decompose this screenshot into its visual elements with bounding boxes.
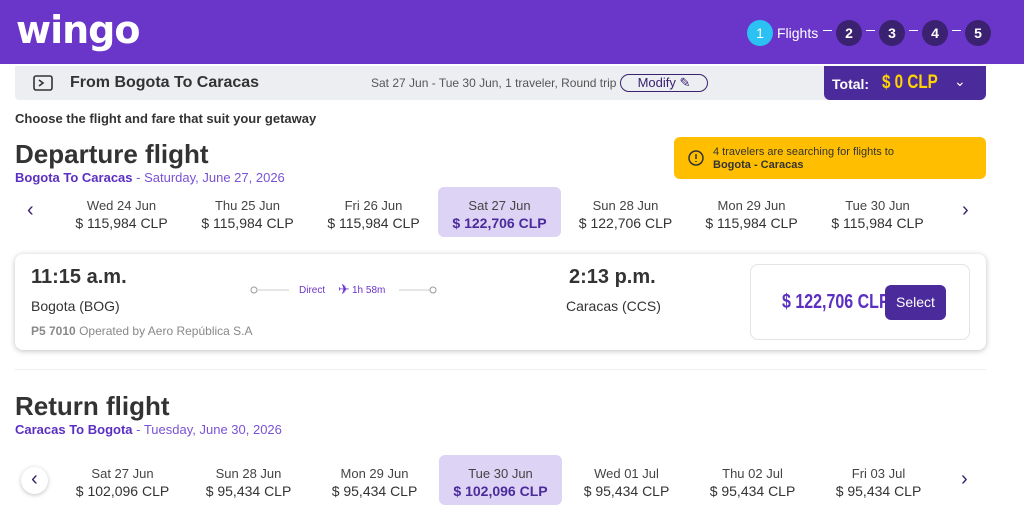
date-day: Thu 02 Jul [722,466,783,481]
date-option[interactable]: Thu 25 Jun $ 115,984 CLP [186,187,309,237]
date-price: $ 122,706 CLP [578,215,673,231]
date-day: Sat 27 Jun [91,466,154,481]
step-dash [909,30,918,31]
date-price: $ 95,434 CLP [835,483,922,499]
next-arrow[interactable]: › [961,468,968,490]
next-arrow[interactable]: › [962,199,969,221]
notice-text: 4 travelers are searching for flights to [713,146,894,158]
date-price: $ 115,984 CLP [831,215,924,231]
date-day: Mon 29 Jun [717,198,786,213]
operator: Operated by Aero República S.A [79,324,253,338]
date-price: $ 102,096 CLP [75,483,170,499]
total-label: Total: [832,76,870,92]
step-dash [952,30,961,31]
date-option[interactable]: Tue 30 Jun $ 115,984 CLP [816,187,939,237]
logo[interactable]: wingo [16,8,140,52]
total-value: $ 0 CLP [882,72,938,93]
date-day: Wed 24 Jun [86,198,157,213]
date-option[interactable]: Mon 29 Jun $ 115,984 CLP [690,187,813,237]
step[interactable]: 5 [965,20,991,46]
date-option[interactable]: Thu 02 Jul $ 95,434 CLP [691,455,814,505]
date-option[interactable]: Sat 27 Jun $ 102,096 CLP [61,455,184,505]
fare-box: $ 122,706 CLP Select [750,264,970,340]
date-option[interactable]: Fri 26 Jun $ 115,984 CLP [312,187,435,237]
divider [15,369,986,370]
modify-label[interactable]: Modify [637,75,676,90]
departure-route: Bogota To Caracas [15,170,133,185]
date-price: $ 115,984 CLP [327,215,420,231]
date-option[interactable]: Sat 27 Jun $ 122,706 CLP [438,187,561,237]
date-price: $ 115,984 CLP [201,215,294,231]
step[interactable]: 2 [836,20,862,46]
date-option[interactable]: Mon 29 Jun $ 95,434 CLP [313,455,436,505]
date-option[interactable]: Tue 30 Jun $ 102,096 CLP [439,455,562,505]
return-title: Return flight [15,391,170,421]
date-price: $ 102,096 CLP [453,483,548,499]
date-option[interactable]: Sun 28 Jun $ 122,706 CLP [564,187,687,237]
depart-time: 11:15 a.m. [31,266,127,288]
ticket-icon [33,75,53,91]
arrive-time: 2:13 p.m. [569,266,656,288]
departure-subtitle: Bogota To Caracas - Saturday, June 27, 2… [15,170,285,185]
origin: Bogota (BOG) [31,298,120,314]
flight-no: P5 7010 [31,324,76,338]
step-dash [823,30,832,31]
date-day: Wed 01 Jul [594,466,659,481]
notice-route: Bogota - Caracas [713,159,804,171]
date-price: $ 122,706 CLP [452,215,547,231]
date-day: Thu 25 Jun [214,198,281,213]
info-icon [688,150,704,166]
date-day: Tue 30 Jun [845,198,910,213]
date-price: $ 115,984 CLP [75,215,168,231]
date-price: $ 95,434 CLP [331,483,418,499]
svg-text:✈: ✈ [338,282,350,297]
step-label: Flights [777,25,819,41]
return-route: Caracas To Bogota [15,422,133,437]
date-day: Mon 29 Jun [340,466,409,481]
date-price: $ 95,434 CLP [709,483,796,499]
return-subtitle: Caracas To Bogota - Tuesday, June 30, 20… [15,422,282,437]
date-day: Fri 03 Jul [851,466,906,481]
return-date: - Tuesday, June 30, 2026 [136,422,282,437]
date-option[interactable]: Wed 24 Jun $ 115,984 CLP [60,187,183,237]
header: wingo 1 Flights 2 3 4 5 [0,0,1024,64]
date-day: Sat 27 Jun [468,198,531,213]
prev-arrow[interactable]: ‹ [27,199,34,221]
stop: Direct [299,285,326,296]
notice: 4 travelers are searching for flights to… [674,137,986,179]
select-button[interactable]: Select [885,285,946,320]
date-day: Tue 30 Jun [468,466,533,481]
fare-price: $ 122,706 CLP [782,291,890,313]
flight-card: 11:15 a.m. Bogota (BOG) P5 7010 Operated… [15,254,986,350]
modify-button[interactable]: Modify ✎ [620,74,708,92]
date-price: $ 95,434 CLP [583,483,670,499]
route-line: ✈ [250,282,437,297]
step[interactable]: 4 [922,20,948,46]
subtitle: Choose the flight and fare that suit you… [15,111,317,126]
date-price: $ 95,434 CLP [205,483,292,499]
step-dash [866,30,875,31]
step[interactable]: 3 [879,20,905,46]
date-option[interactable]: Sun 28 Jun $ 95,434 CLP [187,455,310,505]
destination: Caracas (CCS) [566,298,661,314]
duration: 1h 58m [352,285,386,296]
date-day: Sun 28 Jun [215,466,282,481]
departure-title: Departure flight [15,139,209,169]
trip-details: Sat 27 Jun - Tue 30 Jun, 1 traveler, Rou… [371,76,617,90]
total-box[interactable]: Total: $ 0 CLP ⌄ [824,66,986,100]
chevron[interactable]: ⌄ [954,73,966,89]
date-option[interactable]: Fri 03 Jul $ 95,434 CLP [817,455,940,505]
step[interactable]: 1 [747,20,773,46]
date-day: Fri 26 Jun [344,198,403,213]
route: From Bogota To Caracas [70,74,260,91]
prev-arrow[interactable]: ‹ [21,467,48,494]
date-price: $ 115,984 CLP [705,215,798,231]
date-day: Sun 28 Jun [592,198,659,213]
flight-info: P5 7010 Operated by Aero República S.A [31,324,253,338]
departure-date: - Saturday, June 27, 2026 [136,170,285,185]
date-option[interactable]: Wed 01 Jul $ 95,434 CLP [565,455,688,505]
